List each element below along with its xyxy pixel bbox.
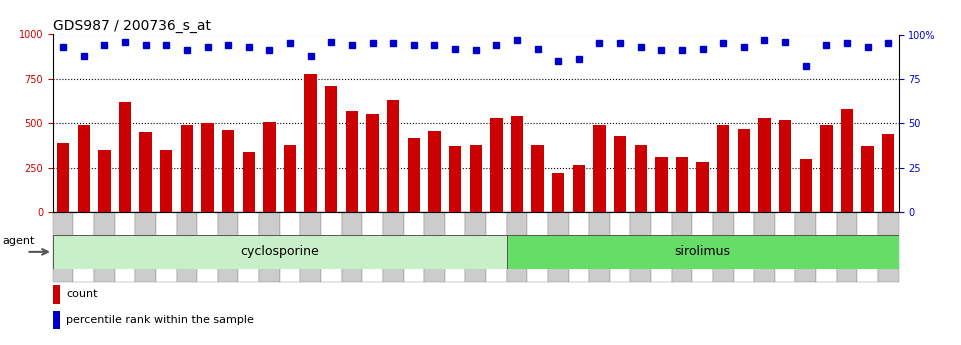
Bar	[325, 86, 337, 212]
Bar	[197, 212, 218, 282]
Bar	[738, 129, 750, 212]
Bar	[238, 212, 259, 282]
Bar	[655, 157, 668, 212]
Bar	[404, 212, 424, 282]
Bar	[407, 138, 420, 212]
Text: count: count	[66, 289, 98, 299]
Bar	[486, 212, 506, 282]
Bar	[283, 145, 296, 212]
Bar	[53, 286, 61, 304]
Bar	[528, 212, 548, 282]
Bar	[202, 124, 213, 212]
Bar	[53, 311, 61, 329]
Bar	[779, 120, 791, 212]
Text: cyclosporine: cyclosporine	[240, 245, 319, 258]
Bar	[569, 212, 589, 282]
Bar	[672, 212, 692, 282]
Text: sirolimus: sirolimus	[675, 245, 730, 258]
Bar	[449, 146, 461, 212]
Bar	[139, 132, 152, 212]
Text: percentile rank within the sample: percentile rank within the sample	[66, 315, 255, 325]
Bar	[218, 212, 238, 282]
Bar	[800, 159, 812, 212]
Bar	[114, 212, 136, 282]
Bar	[156, 212, 177, 282]
Bar	[506, 212, 528, 282]
Bar	[321, 212, 341, 282]
Bar	[841, 109, 853, 212]
Bar	[861, 146, 874, 212]
Bar	[465, 212, 486, 282]
Bar	[796, 212, 816, 282]
Bar	[506, 235, 899, 269]
Bar	[222, 130, 234, 212]
Bar	[882, 134, 895, 212]
Bar	[676, 157, 688, 212]
Bar	[445, 212, 465, 282]
Bar	[301, 212, 321, 282]
Bar	[610, 212, 630, 282]
Bar	[754, 212, 775, 282]
Bar	[630, 212, 651, 282]
Bar	[53, 235, 506, 269]
Bar	[816, 212, 837, 282]
Bar	[57, 143, 69, 212]
Bar	[181, 125, 193, 212]
Bar	[177, 212, 197, 282]
Bar	[573, 165, 585, 212]
Bar	[593, 125, 605, 212]
Bar	[713, 212, 733, 282]
Bar	[387, 100, 400, 212]
Bar	[78, 125, 90, 212]
Bar	[510, 116, 523, 212]
Bar	[94, 212, 114, 282]
Bar	[878, 212, 899, 282]
Text: agent: agent	[3, 237, 35, 246]
Bar	[429, 131, 441, 212]
Bar	[589, 212, 610, 282]
Text: GDS987 / 200736_s_at: GDS987 / 200736_s_at	[53, 19, 210, 33]
Bar	[366, 115, 379, 212]
Bar	[346, 111, 358, 212]
Bar	[136, 212, 156, 282]
Bar	[280, 212, 301, 282]
Bar	[651, 212, 672, 282]
Bar	[692, 212, 713, 282]
Bar	[382, 212, 404, 282]
Bar	[470, 145, 481, 212]
Bar	[614, 136, 627, 212]
Bar	[634, 145, 647, 212]
Bar	[490, 118, 503, 212]
Bar	[73, 212, 94, 282]
Bar	[837, 212, 857, 282]
Bar	[552, 173, 564, 212]
Bar	[775, 212, 796, 282]
Bar	[424, 212, 445, 282]
Bar	[53, 212, 73, 282]
Bar	[119, 102, 132, 212]
Bar	[531, 145, 544, 212]
Bar	[362, 212, 382, 282]
Bar	[259, 212, 280, 282]
Bar	[242, 152, 255, 212]
Bar	[341, 212, 362, 282]
Bar	[857, 212, 878, 282]
Bar	[758, 118, 771, 212]
Bar	[548, 212, 569, 282]
Bar	[160, 150, 172, 212]
Bar	[697, 162, 709, 212]
Bar	[733, 212, 754, 282]
Bar	[820, 125, 832, 212]
Bar	[717, 125, 729, 212]
Bar	[98, 150, 111, 212]
Bar	[263, 121, 276, 212]
Bar	[305, 73, 317, 212]
